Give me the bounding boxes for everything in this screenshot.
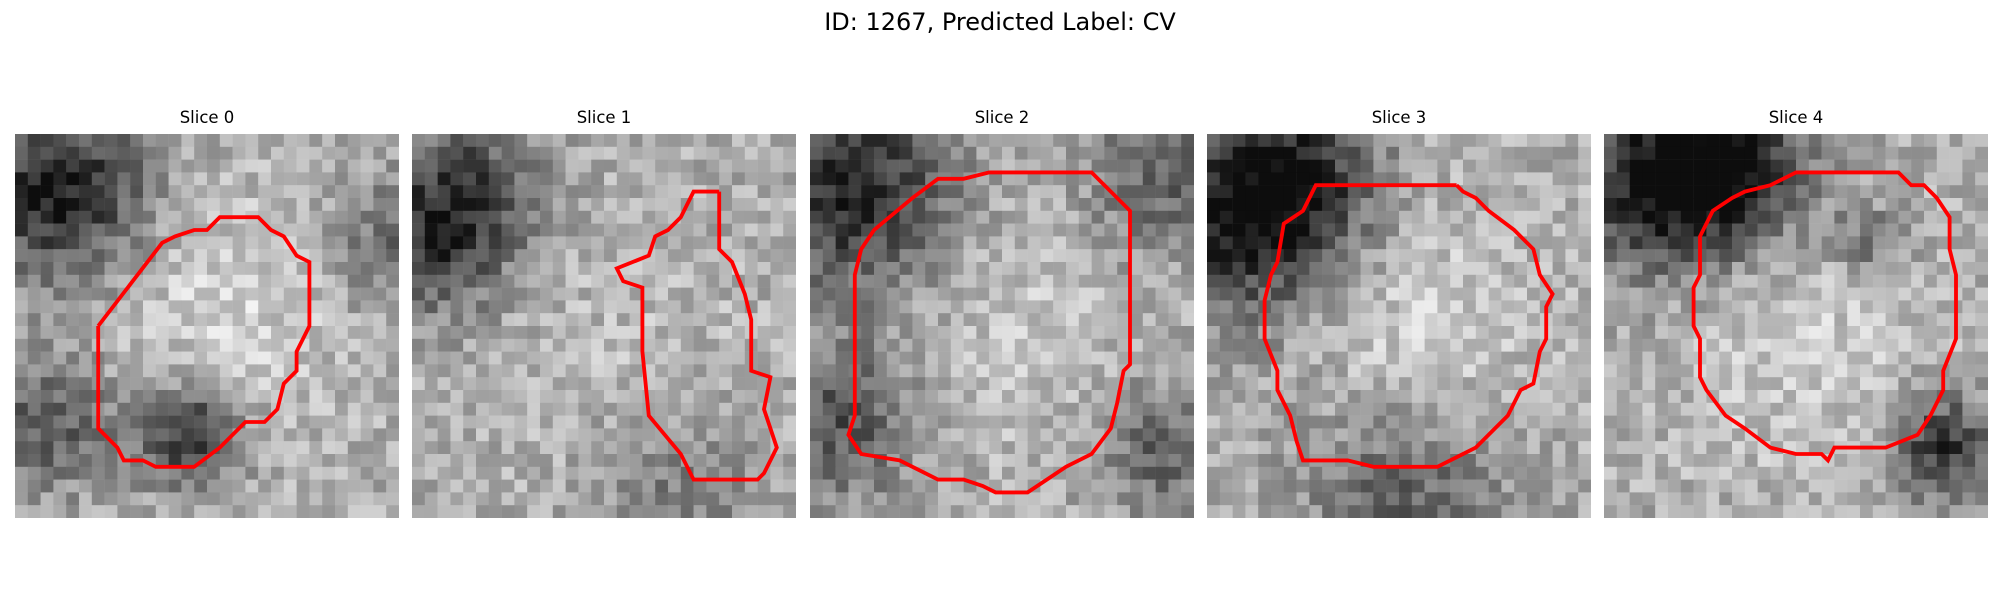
slice-title-3: Slice 3 xyxy=(1207,108,1591,127)
slice-title-4: Slice 4 xyxy=(1604,108,1988,127)
slice-title-0: Slice 0 xyxy=(15,108,399,127)
slice-title-1: Slice 1 xyxy=(412,108,796,127)
slice-image-0 xyxy=(15,134,399,518)
slice-panel-0: Slice 0 xyxy=(15,108,399,518)
slice-panel-2: Slice 2 xyxy=(810,108,1194,518)
figure-title: ID: 1267, Predicted Label: CV xyxy=(0,8,2000,36)
slice-image-2 xyxy=(810,134,1194,518)
slice-image-4 xyxy=(1604,134,1988,518)
slice-title-2: Slice 2 xyxy=(810,108,1194,127)
slice-panel-3: Slice 3 xyxy=(1207,108,1591,518)
slice-image-3 xyxy=(1207,134,1591,518)
slice-panel-1: Slice 1 xyxy=(412,108,796,518)
slice-panel-4: Slice 4 xyxy=(1604,108,1988,518)
slice-image-1 xyxy=(412,134,796,518)
